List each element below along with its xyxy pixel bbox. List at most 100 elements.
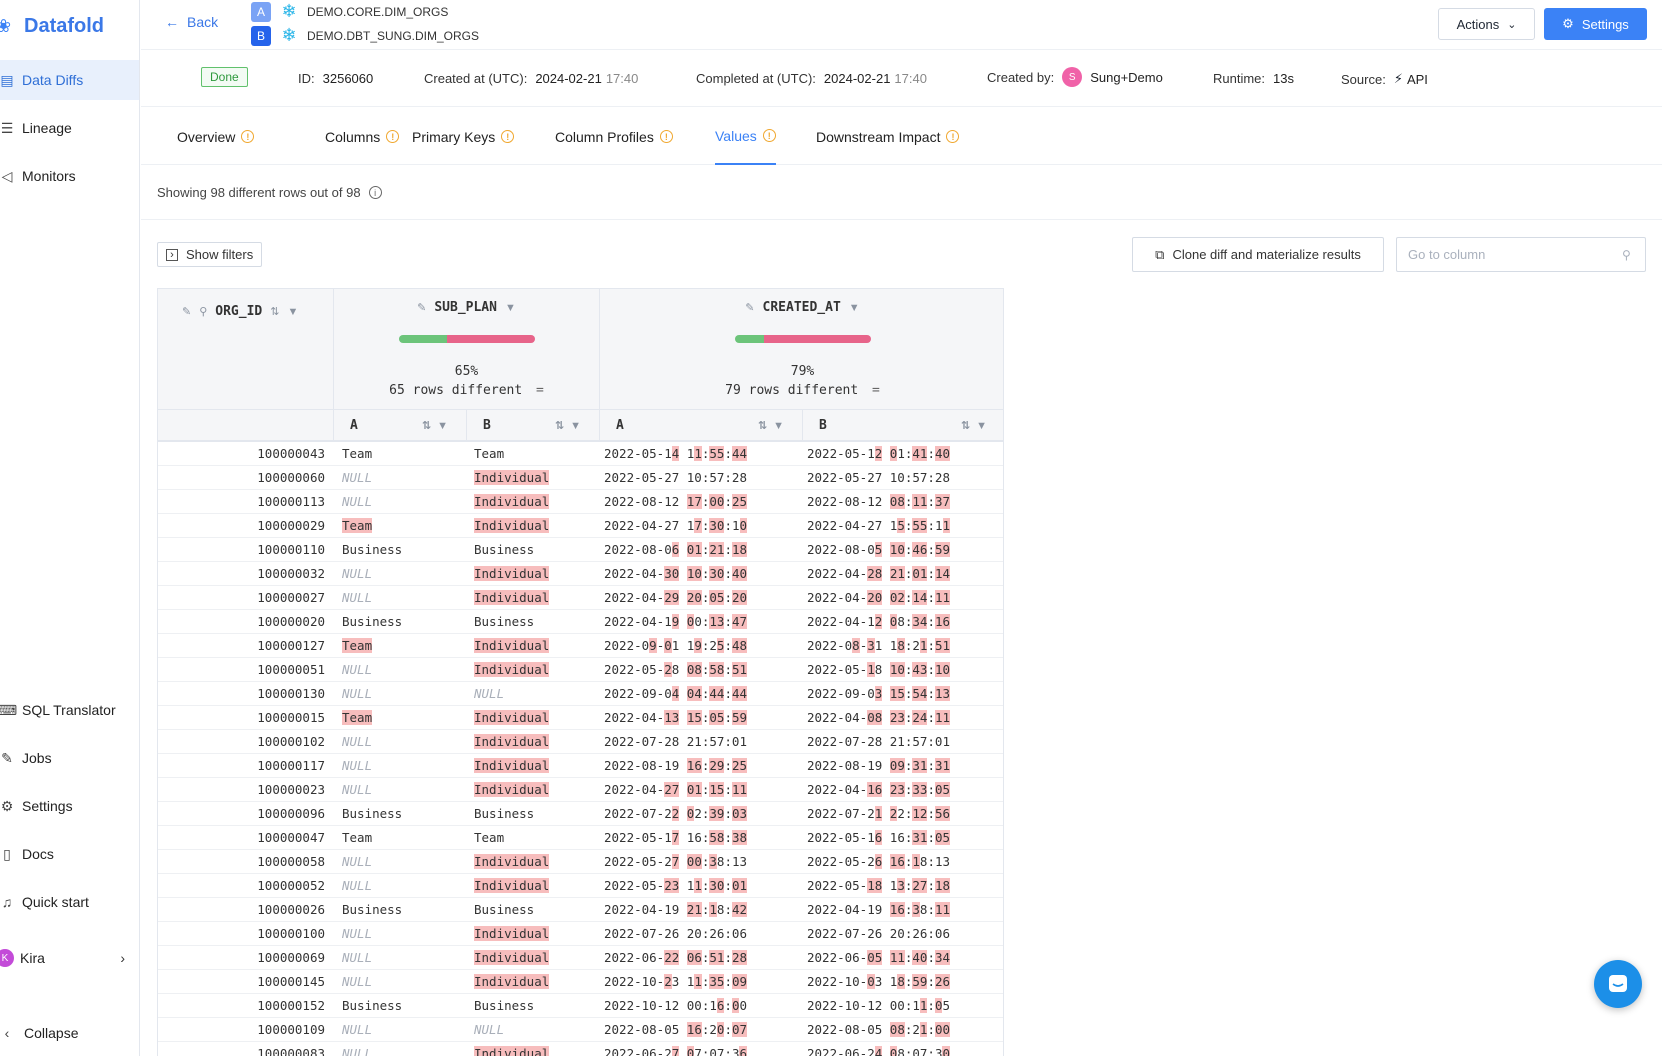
table-row[interactable]: 100000069 NULL Individual 2022-06-22 06:51:… [158, 946, 1003, 970]
table-row[interactable]: 100000060 NULL Individual 2022-05-27 10:57:… [158, 466, 1003, 490]
chat-support-button[interactable] [1594, 960, 1642, 1008]
sub-plan-b-cell: Individual [474, 590, 550, 605]
tab-overview[interactable]: Overview! [177, 108, 255, 165]
table-row[interactable]: 100000026 Business Business 2022-04-19 21:1… [158, 898, 1003, 922]
dataset-b[interactable]: B ❄ DEMO.DBT_SUNG.DIM_ORGS [251, 25, 479, 46]
created-at-diff-count: 79 rows different = [600, 383, 1003, 398]
creator-avatar: S [1062, 67, 1083, 87]
created-at-a-cell: 2022-08-12 17:00:25 [604, 494, 748, 509]
dataset-a[interactable]: A ❄ DEMO.CORE.DIM_ORGS [251, 1, 448, 22]
table-row[interactable]: 100000145 NULL Individual 2022-10-23 11:35:… [158, 970, 1003, 994]
table-row[interactable]: 100000029 Team Individual 2022-04-27 17:30:… [158, 514, 1003, 538]
plug-icon: ⚡ [1393, 71, 1403, 86]
sidebar-item-data-diffs[interactable]: ▤ Data Diffs [0, 60, 139, 100]
runtime: Runtime: 13s [1213, 71, 1294, 86]
settings-button[interactable]: ⚙ Settings [1544, 8, 1647, 40]
table-row[interactable]: 100000100 NULL Individual 2022-07-26 20:26:… [158, 922, 1003, 946]
sub-plan-a-cell: NULL [342, 974, 373, 989]
table-row[interactable]: 100000110 Business Business 2022-08-06 01:2… [158, 538, 1003, 562]
chevron-down-icon: ⌄ [1507, 18, 1517, 31]
user-menu[interactable]: K Kira › [0, 938, 139, 978]
equals-icon[interactable]: = [536, 383, 544, 398]
pin-icon[interactable]: ✎ [417, 302, 427, 314]
created-at-b-cell: 2022-04-08 23:24:11 [807, 710, 951, 725]
table-row[interactable]: 100000102 NULL Individual 2022-07-28 21:57:… [158, 730, 1003, 754]
table-row[interactable]: 100000109 NULL NULL 2022-08-05 16:20:07 2022… [158, 1018, 1003, 1042]
sidebar-item-jobs[interactable]: ✎ Jobs [0, 738, 139, 778]
sub-plan-a-cell: NULL [342, 926, 373, 941]
table-row[interactable]: 100000023 NULL Individual 2022-04-27 01:15:… [158, 778, 1003, 802]
sort-filter-icons[interactable]: ⇅▼ [757, 419, 790, 432]
source-value: API [1406, 71, 1428, 87]
sub-plan-b-header[interactable]: B ⇅▼ [467, 410, 600, 442]
table-row[interactable]: 100000015 Team Individual 2022-04-13 15:05:… [158, 706, 1003, 730]
search-icon: ⚲ [1622, 248, 1631, 262]
created-at: Created at (UTC): 2024-02-21 17:40 [424, 71, 638, 86]
tab-label: Overview [177, 128, 236, 145]
table-row[interactable]: 100000130 NULL NULL 2022-09-04 04:44:44 2022… [158, 682, 1003, 706]
table-row[interactable]: 100000051 NULL Individual 2022-05-28 08:58:… [158, 658, 1003, 682]
org-id-cell: 100000060 [257, 470, 325, 485]
collapse-button[interactable]: ‹ Collapse [0, 1013, 139, 1053]
values-diff-table: ✎ ⚲ ORG_ID ⇅ ▼ ✎ SUB_PLAN ▼ 65% 65 rows … [157, 288, 1004, 1056]
info-icon[interactable]: i [368, 186, 382, 199]
id-value: 3256060 [322, 71, 374, 86]
filter-icon[interactable]: ▼ [287, 305, 299, 318]
show-filters-button[interactable]: › Show filters [157, 242, 263, 267]
created-at-b-cell: 2022-05-18 10:43:10 [807, 662, 951, 677]
pin-icon[interactable]: ✎ [745, 302, 755, 314]
sort-icon[interactable]: ⇅ [270, 306, 280, 318]
table-row[interactable]: 100000152 Business Business 2022-10-12 00:1… [158, 994, 1003, 1018]
created-at-a-header[interactable]: A ⇅▼ [600, 410, 803, 442]
tab-values[interactable]: Values! [715, 108, 776, 165]
tab-column-profiles[interactable]: Column Profiles! [555, 108, 673, 165]
table-row[interactable]: 100000052 NULL Individual 2022-05-23 11:30:… [158, 874, 1003, 898]
table-row[interactable]: 100000020 Business Business 2022-04-19 00:1… [158, 610, 1003, 634]
sidebar-item-quick-start[interactable]: ♫ Quick start [0, 882, 139, 922]
sort-filter-icons[interactable]: ⇅▼ [421, 419, 454, 432]
sub-plan-b-cell: Individual [474, 950, 550, 965]
sidebar-item-settings[interactable]: ⚙ Settings [0, 786, 139, 826]
table-row[interactable]: 100000032 NULL Individual 2022-04-30 10:30:… [158, 562, 1003, 586]
created-at-b-cell: 2022-04-27 15:55:11 [807, 518, 951, 533]
sliders-icon: ⚙ [0, 797, 14, 814]
sort-filter-icons[interactable]: ⇅▼ [554, 419, 587, 432]
sidebar-item-sql-translator[interactable]: ⌨ SQL Translator [0, 690, 139, 730]
sub-plan-a-cell: Team [342, 710, 373, 725]
sub-plan-b-cell: NULL [474, 686, 505, 701]
table-row[interactable]: 100000117 NULL Individual 2022-08-19 16:29:… [158, 754, 1003, 778]
back-button[interactable]: ← Back [165, 14, 218, 30]
filter-icon[interactable]: ▼ [504, 301, 516, 314]
created-at-b-cell: 2022-04-20 02:14:11 [807, 590, 951, 605]
created-at-b-header[interactable]: B ⇅▼ [803, 410, 1003, 442]
table-row[interactable]: 100000127 Team Individual 2022-09-01 19:25:… [158, 634, 1003, 658]
table-row[interactable]: 100000058 NULL Individual 2022-05-27 00:38:… [158, 850, 1003, 874]
table-row[interactable]: 100000113 NULL Individual 2022-08-12 17:00:… [158, 490, 1003, 514]
tab-downstream-impact[interactable]: Downstream Impact! [816, 108, 960, 165]
table-row[interactable]: 100000043 Team Team 2022-05-14 11:55:44 2022… [158, 442, 1003, 466]
pin-icon[interactable]: ✎ [182, 306, 192, 318]
completed-at: Completed at (UTC): 2024-02-21 17:40 [696, 71, 927, 86]
go-to-column-input[interactable] [1396, 237, 1646, 272]
table-row[interactable]: 100000027 NULL Individual 2022-04-29 20:05:… [158, 586, 1003, 610]
brand-logo[interactable]: ❀ Datafold [0, 12, 104, 40]
tab-primary-keys[interactable]: Primary Keys! [412, 108, 515, 165]
sidebar-item-monitors[interactable]: ◁ Monitors [0, 156, 139, 196]
sort-filter-icons[interactable]: ⇅▼ [960, 419, 993, 432]
sub-plan-b-cell: Business [474, 614, 535, 629]
table-row[interactable]: 100000096 Business Business 2022-07-22 02:3… [158, 802, 1003, 826]
sub-plan-a-header[interactable]: A ⇅▼ [334, 410, 467, 442]
search-icon[interactable]: ⚲ [199, 306, 208, 318]
equals-icon[interactable]: = [872, 383, 880, 398]
table-row[interactable]: 100000083 NULL Individual 2022-06-27 07:07:… [158, 1042, 1003, 1056]
tab-columns[interactable]: Columns! [325, 108, 400, 165]
actions-button[interactable]: Actions ⌄ [1438, 8, 1535, 40]
filter-icon[interactable]: ▼ [848, 301, 860, 314]
table-row[interactable]: 100000047 Team Team 2022-05-17 16:58:38 2022… [158, 826, 1003, 850]
sidebar-item-lineage[interactable]: ☰ Lineage [0, 108, 139, 148]
org-id-cell: 100000113 [257, 494, 325, 509]
sub-plan-a-cell: NULL [342, 686, 373, 701]
sidebar-item-docs[interactable]: ▯ Docs [0, 834, 139, 874]
sub-plan-b-cell: Business [474, 998, 535, 1013]
clone-diff-button[interactable]: ⧉ Clone diff and materialize results [1132, 237, 1384, 272]
